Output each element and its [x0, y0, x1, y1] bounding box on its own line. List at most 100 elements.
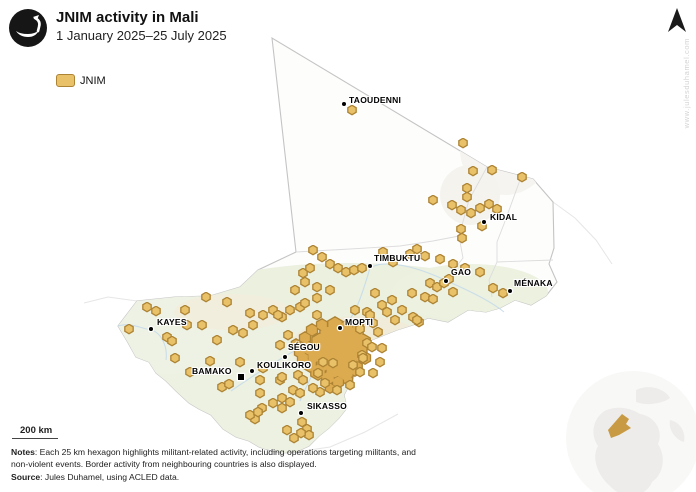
hexagon-marker: [498, 287, 508, 299]
hexagon-marker: [255, 374, 265, 386]
hexagon-marker: [313, 367, 323, 379]
hexagon-marker: [253, 406, 263, 418]
jnim-legend-swatch: [56, 74, 75, 87]
hexagon-marker-fill: [493, 205, 501, 213]
hexagon-marker-fill: [296, 303, 304, 311]
hexagon-marker-fill: [346, 381, 354, 389]
hexagon-marker: [248, 319, 258, 331]
hexagon-marker-fill: [413, 245, 421, 253]
hexagon-marker-fill: [186, 368, 194, 376]
hexagon-blob-fill: [295, 346, 305, 358]
hexagon-marker: [382, 306, 392, 318]
hexagon-marker-fill: [326, 260, 334, 268]
hexagon-marker-fill: [246, 411, 254, 419]
source-label: Source: [11, 472, 41, 483]
hexagon-marker-fill: [408, 289, 416, 297]
hexagon-marker: [290, 284, 300, 296]
hexagon-marker: [517, 171, 527, 183]
hexagon-marker-fill: [476, 204, 484, 212]
hexagon-marker: [222, 296, 232, 308]
hexagon-marker-fill: [291, 286, 299, 294]
admin-boundaries: [295, 166, 554, 298]
hexagon-marker: [268, 304, 278, 316]
hexagon-marker-fill: [229, 326, 237, 334]
hexagon-marker-fill: [333, 386, 341, 394]
hexagon-marker: [258, 362, 268, 374]
city-marker: [507, 288, 513, 294]
hexagon-marker: [477, 220, 487, 232]
hexagon-marker-fill: [269, 306, 277, 314]
hexagon-marker-fill: [246, 309, 254, 317]
hexagon-marker-fill: [449, 260, 457, 268]
hexagon-marker: [308, 244, 318, 256]
hexagon-marker-fill: [369, 369, 377, 377]
hexagon-marker-fill: [433, 283, 441, 291]
hexagon-marker: [298, 267, 308, 279]
hexagon-marker: [124, 323, 134, 335]
hexagon-marker: [304, 429, 314, 441]
hexagon-marker-fill: [278, 394, 286, 402]
hexagon-marker-fill: [499, 289, 507, 297]
hexagon-marker-fill: [369, 319, 377, 327]
hexagon-marker: [458, 137, 468, 149]
hexagon-marker: [325, 284, 335, 296]
hexagon-marker-fill: [413, 316, 421, 324]
hexagon-marker: [305, 262, 315, 274]
city-marker: [148, 326, 154, 332]
hexagon-marker: [217, 381, 227, 393]
hexagon-marker-fill: [488, 166, 496, 174]
hexagon-marker: [308, 382, 318, 394]
hexagon-marker: [487, 164, 497, 176]
hexagon-marker-fill: [202, 293, 210, 301]
source-text: Source: Jules Duhamel, using ACLED data.: [11, 472, 180, 483]
hexagon-marker-fill: [278, 373, 286, 381]
hexagon-marker-fill: [376, 358, 384, 366]
north-arrow-icon: [668, 8, 686, 32]
hexagon-marker: [288, 384, 298, 396]
hexagon-marker: [466, 207, 476, 219]
hexagon-marker-fill: [363, 339, 371, 347]
hexagon-marker: [373, 326, 383, 338]
hexagon-marker: [289, 432, 299, 444]
city-marker: [367, 263, 373, 269]
notes-block: Notes: Each 25 km hexagon highlights mil…: [11, 446, 435, 484]
hexagon-marker-fill: [183, 321, 191, 329]
hexagon-marker-fill: [429, 196, 437, 204]
hexagon-marker: [484, 198, 494, 210]
hexagon-marker: [462, 191, 472, 203]
hexagon-marker: [300, 297, 310, 309]
hexagon-blob-fill: [304, 358, 316, 372]
hexagon-marker-fill: [239, 329, 247, 337]
hexagon-marker: [397, 304, 407, 316]
hexagon-blob-fill: [300, 332, 310, 344]
hexagon-marker: [370, 287, 380, 299]
hexagon-marker: [428, 194, 438, 206]
hexagon-marker-fill: [348, 106, 356, 114]
city-label: SÉGOU: [288, 342, 320, 352]
hexagon-marker: [282, 424, 292, 436]
hexagon-marker: [420, 250, 430, 262]
hexagon-marker-fill: [391, 316, 399, 324]
hexagon-marker: [492, 203, 502, 215]
hexagon-marker: [349, 264, 359, 276]
hexagon-blob-fill: [322, 371, 334, 385]
hexagon-marker-fill: [259, 311, 267, 319]
hexagon-marker-fill: [356, 368, 364, 376]
hexagon-marker: [328, 357, 338, 369]
hexagon-marker-fill: [152, 307, 160, 315]
hexagon-marker: [167, 335, 177, 347]
hexagon-marker: [488, 282, 498, 294]
hexagon-marker: [320, 377, 330, 389]
city-marker: [443, 278, 449, 284]
hexagon-marker: [245, 409, 255, 421]
hexagon-marker-fill: [297, 429, 305, 437]
hexagon-marker: [238, 327, 248, 339]
hexagon-marker: [435, 253, 445, 265]
hexagon-marker-fill: [256, 376, 264, 384]
hexagon-marker-fill: [319, 358, 327, 366]
hexagon-marker: [297, 416, 307, 428]
hexagon-marker-fill: [389, 258, 397, 266]
hexagon-marker-fill: [290, 434, 298, 442]
globe-mali-highlight: [608, 414, 631, 438]
hexagon-marker: [420, 291, 430, 303]
